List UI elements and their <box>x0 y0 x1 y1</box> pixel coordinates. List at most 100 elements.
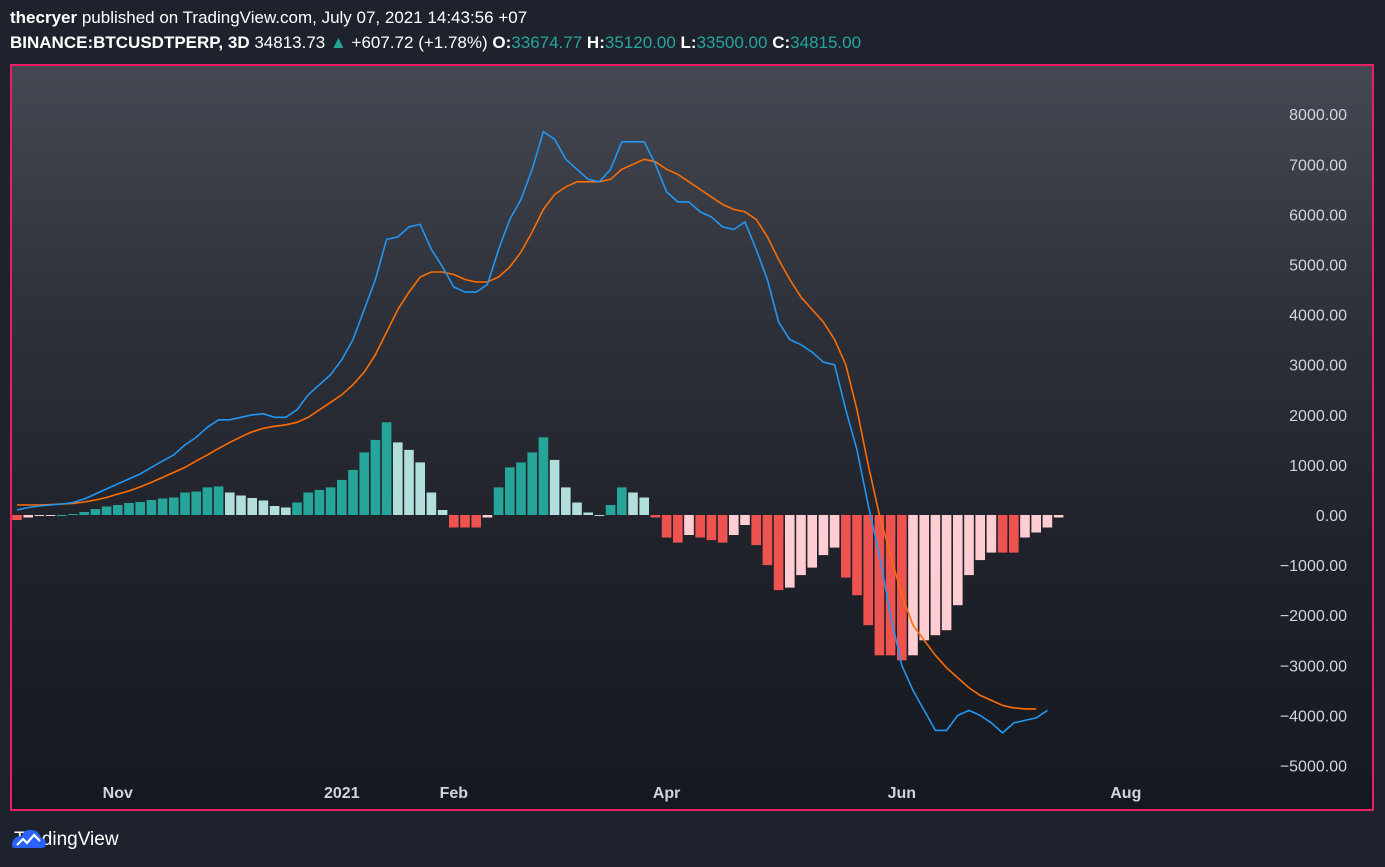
x-axis: Nov 2021 Feb Apr Jun Aug <box>103 785 1142 802</box>
lines-group <box>16 130 1048 734</box>
histogram-bar <box>684 515 694 535</box>
histogram-bar <box>57 515 67 516</box>
x-tick-label: 2021 <box>324 785 360 802</box>
x-tick-label: Nov <box>103 785 133 802</box>
histogram-bar <box>841 515 851 578</box>
histogram-bar <box>818 515 829 556</box>
footer: TradingView <box>10 826 119 854</box>
close-value: 34815.00 <box>790 33 862 52</box>
histogram-bar <box>45 515 56 516</box>
histogram-bar <box>628 492 638 515</box>
histogram-bar <box>426 492 437 515</box>
histogram-bar <box>191 491 201 515</box>
histogram-bar <box>673 515 683 543</box>
histogram-bar <box>930 515 941 636</box>
histogram-bar <box>258 500 269 515</box>
histogram-bar <box>773 515 784 591</box>
histogram-group <box>12 422 1064 661</box>
histogram-bar <box>225 492 235 515</box>
histogram-bar <box>796 515 806 576</box>
histogram-bar <box>863 515 873 626</box>
histogram-bar <box>135 502 145 515</box>
histogram-bar <box>180 492 190 515</box>
x-tick-label: Aug <box>1110 785 1141 802</box>
histogram-bar <box>583 512 593 515</box>
histogram-bar <box>549 459 560 515</box>
histogram-bar <box>1053 515 1064 518</box>
publish-info: thecryer published on TradingView.com, J… <box>10 8 527 28</box>
histogram-bar <box>807 515 817 568</box>
author-name[interactable]: thecryer <box>10 8 78 27</box>
histogram-bar <box>337 479 347 515</box>
signal-line <box>17 158 1037 710</box>
histogram-bar <box>829 515 840 548</box>
histogram-bar <box>404 449 414 515</box>
histogram-bar <box>348 469 358 515</box>
up-triangle-icon: ▲ <box>329 33 347 52</box>
high-label: H: <box>586 33 605 52</box>
histogram-bar <box>157 498 168 515</box>
histogram-bar <box>538 437 549 515</box>
histogram-bar <box>202 487 213 515</box>
histogram-bar <box>281 507 291 515</box>
histogram-bar <box>605 505 616 515</box>
histogram-bar <box>325 487 336 515</box>
histogram-bar <box>897 515 907 661</box>
histogram-bar <box>23 515 33 518</box>
histogram-bar <box>269 506 280 515</box>
histogram-bar <box>695 515 705 538</box>
histogram-bar <box>997 515 1008 553</box>
published-text: published on TradingView.com, July 07, 2… <box>81 8 528 27</box>
histogram-bar <box>561 487 571 515</box>
symbol-label: BINANCE:BTCUSDTPERP, 3D <box>10 33 250 52</box>
histogram-bar <box>124 503 134 515</box>
y-tick-label: 1000.00 <box>1289 458 1347 475</box>
open-label: O: <box>492 33 512 52</box>
histogram-bar <box>359 452 369 515</box>
last-price: 34813.73 <box>254 33 326 52</box>
histogram-bar <box>236 495 246 515</box>
histogram-bar <box>169 497 179 515</box>
y-tick-label: 2000.00 <box>1289 408 1347 425</box>
close-label: C: <box>772 33 791 52</box>
histogram-bar <box>717 515 728 543</box>
histogram-bar <box>90 509 101 515</box>
histogram-bar <box>639 497 649 515</box>
y-tick-label: 5000.00 <box>1289 258 1347 275</box>
x-tick-label: Apr <box>653 785 681 802</box>
histogram-bar <box>919 515 929 641</box>
y-tick-label: 0.00 <box>1316 508 1347 525</box>
histogram-bar <box>437 510 448 515</box>
histogram-bar <box>661 515 672 538</box>
histogram-bar <box>650 515 661 518</box>
histogram-bar <box>785 515 795 588</box>
histogram-bar <box>617 487 627 515</box>
chart-frame[interactable]: 8000.00 7000.00 6000.00 5000.00 4000.00 3000.… <box>10 64 1374 811</box>
histogram-bar <box>370 439 381 515</box>
histogram-bar <box>852 515 862 596</box>
y-tick-label: −4000.00 <box>1280 708 1347 725</box>
histogram-bar <box>941 515 952 631</box>
histogram-bar <box>314 489 325 515</box>
histogram-bar <box>729 515 739 535</box>
y-tick-label: −1000.00 <box>1280 558 1347 575</box>
y-tick-label: −3000.00 <box>1280 658 1347 675</box>
histogram-bar <box>975 515 985 561</box>
y-tick-label: 8000.00 <box>1289 107 1347 124</box>
histogram-bar <box>303 492 313 515</box>
histogram-bar <box>1020 515 1030 538</box>
histogram-bar <box>1042 515 1053 528</box>
histogram-bar <box>1031 515 1041 533</box>
histogram-bar <box>79 512 89 515</box>
histogram-bar <box>460 515 470 528</box>
histogram-bar <box>527 452 537 515</box>
price-change: +607.72 (+1.78%) <box>351 33 488 52</box>
tradingview-logo-icon[interactable] <box>10 826 48 850</box>
macd-chart[interactable]: 8000.00 7000.00 6000.00 5000.00 4000.00 3000.… <box>12 66 1372 809</box>
x-tick-label: Feb <box>440 785 469 802</box>
histogram-bar <box>449 515 459 528</box>
histogram-bar <box>12 515 22 520</box>
histogram-bar <box>885 515 896 656</box>
histogram-bar <box>706 515 717 541</box>
histogram-bar <box>213 486 224 515</box>
